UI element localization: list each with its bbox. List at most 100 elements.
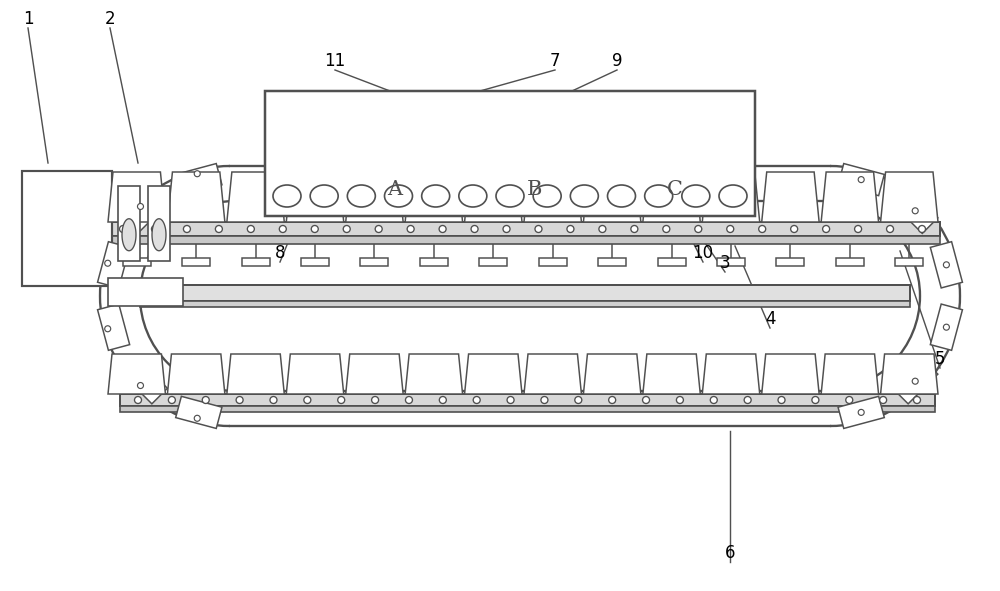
Polygon shape	[286, 172, 344, 222]
Polygon shape	[286, 354, 344, 394]
Circle shape	[137, 382, 143, 388]
Text: A: A	[387, 180, 403, 199]
Ellipse shape	[310, 185, 338, 207]
Text: 5: 5	[935, 350, 945, 368]
Ellipse shape	[422, 185, 450, 207]
Circle shape	[855, 226, 862, 232]
Circle shape	[643, 397, 650, 404]
Circle shape	[311, 226, 318, 232]
Circle shape	[137, 203, 143, 209]
Bar	[420, 258, 448, 266]
Circle shape	[338, 397, 345, 404]
Circle shape	[439, 397, 446, 404]
Polygon shape	[821, 354, 879, 394]
Polygon shape	[762, 172, 819, 222]
Text: 2: 2	[105, 10, 115, 28]
Bar	[836, 258, 864, 266]
Circle shape	[215, 226, 222, 232]
Circle shape	[631, 226, 638, 232]
Circle shape	[535, 226, 542, 232]
Polygon shape	[930, 242, 962, 288]
Polygon shape	[167, 172, 225, 222]
Polygon shape	[98, 242, 130, 288]
Polygon shape	[893, 359, 938, 404]
Circle shape	[676, 397, 683, 404]
Bar	[105, 222, 940, 236]
Circle shape	[151, 226, 158, 232]
Circle shape	[778, 397, 785, 404]
Text: 9: 9	[612, 52, 622, 70]
Text: 8: 8	[275, 244, 285, 262]
Circle shape	[912, 378, 918, 384]
Bar	[301, 258, 329, 266]
Circle shape	[744, 397, 751, 404]
Text: B: B	[527, 180, 543, 199]
Bar	[242, 258, 270, 266]
Polygon shape	[346, 172, 403, 222]
Circle shape	[846, 397, 853, 404]
Circle shape	[471, 226, 478, 232]
Bar	[360, 258, 388, 266]
Circle shape	[880, 397, 887, 404]
Bar	[598, 258, 626, 266]
Ellipse shape	[682, 185, 710, 207]
Ellipse shape	[496, 185, 524, 207]
Circle shape	[599, 226, 606, 232]
Circle shape	[727, 226, 734, 232]
Bar	[479, 258, 507, 266]
Circle shape	[823, 226, 830, 232]
Circle shape	[247, 226, 254, 232]
Bar	[118, 186, 140, 261]
Text: 4: 4	[765, 310, 775, 328]
Polygon shape	[643, 354, 700, 394]
Ellipse shape	[384, 185, 413, 207]
Bar	[148, 186, 170, 261]
Circle shape	[507, 397, 514, 404]
Polygon shape	[176, 164, 222, 196]
Ellipse shape	[347, 185, 375, 207]
Ellipse shape	[608, 185, 636, 207]
Circle shape	[695, 226, 702, 232]
Polygon shape	[881, 354, 938, 394]
Polygon shape	[167, 354, 225, 394]
Polygon shape	[122, 219, 136, 251]
Bar	[895, 258, 923, 266]
Bar	[140, 301, 910, 307]
Bar	[539, 258, 567, 266]
Circle shape	[236, 397, 243, 404]
Bar	[776, 258, 804, 266]
Circle shape	[663, 226, 670, 232]
Circle shape	[567, 226, 574, 232]
Circle shape	[183, 226, 190, 232]
Ellipse shape	[719, 185, 747, 207]
Circle shape	[194, 171, 200, 177]
Polygon shape	[405, 354, 463, 394]
Circle shape	[375, 226, 382, 232]
Bar	[123, 258, 151, 266]
Ellipse shape	[459, 185, 487, 207]
Polygon shape	[465, 354, 522, 394]
Polygon shape	[122, 359, 167, 404]
Polygon shape	[122, 188, 167, 233]
Circle shape	[168, 397, 175, 404]
Circle shape	[120, 226, 126, 232]
Circle shape	[791, 226, 798, 232]
Polygon shape	[152, 219, 166, 251]
Circle shape	[503, 226, 510, 232]
Circle shape	[943, 324, 949, 330]
Polygon shape	[881, 172, 938, 222]
Ellipse shape	[273, 185, 301, 207]
Circle shape	[887, 226, 894, 232]
Circle shape	[918, 226, 926, 232]
Polygon shape	[893, 188, 938, 233]
Circle shape	[279, 226, 286, 232]
Circle shape	[105, 260, 111, 266]
Circle shape	[343, 226, 350, 232]
Polygon shape	[838, 397, 884, 428]
Polygon shape	[108, 172, 165, 222]
Bar	[140, 285, 910, 301]
Circle shape	[858, 177, 864, 183]
Polygon shape	[930, 304, 962, 350]
Polygon shape	[702, 172, 760, 222]
Circle shape	[575, 397, 582, 404]
